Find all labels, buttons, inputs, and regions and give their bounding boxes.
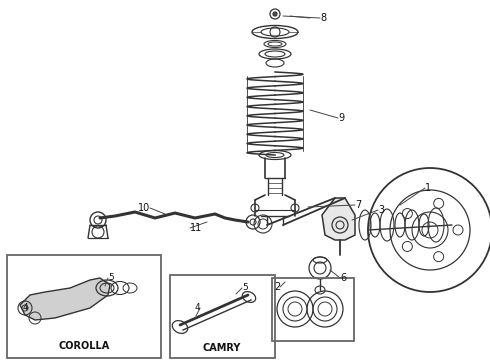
Text: 9: 9	[338, 113, 344, 123]
Text: COROLLA: COROLLA	[58, 341, 110, 351]
Text: 5: 5	[108, 274, 114, 283]
Text: 4: 4	[23, 303, 28, 312]
Text: 11: 11	[190, 223, 202, 233]
Text: 7: 7	[355, 200, 361, 210]
Bar	[170, 275, 275, 358]
Text: 1: 1	[425, 183, 431, 193]
Text: 6: 6	[340, 273, 346, 283]
Bar	[7, 255, 161, 358]
Text: 2: 2	[274, 282, 280, 292]
Text: 3: 3	[378, 205, 384, 215]
Bar	[272, 278, 354, 341]
Text: 4: 4	[195, 303, 200, 312]
Text: CAMRY: CAMRY	[203, 343, 241, 353]
Text: 8: 8	[320, 13, 326, 23]
Text: 5: 5	[242, 284, 248, 292]
Polygon shape	[322, 198, 355, 240]
Text: 10: 10	[138, 203, 150, 213]
Circle shape	[273, 12, 277, 16]
Polygon shape	[20, 278, 110, 320]
